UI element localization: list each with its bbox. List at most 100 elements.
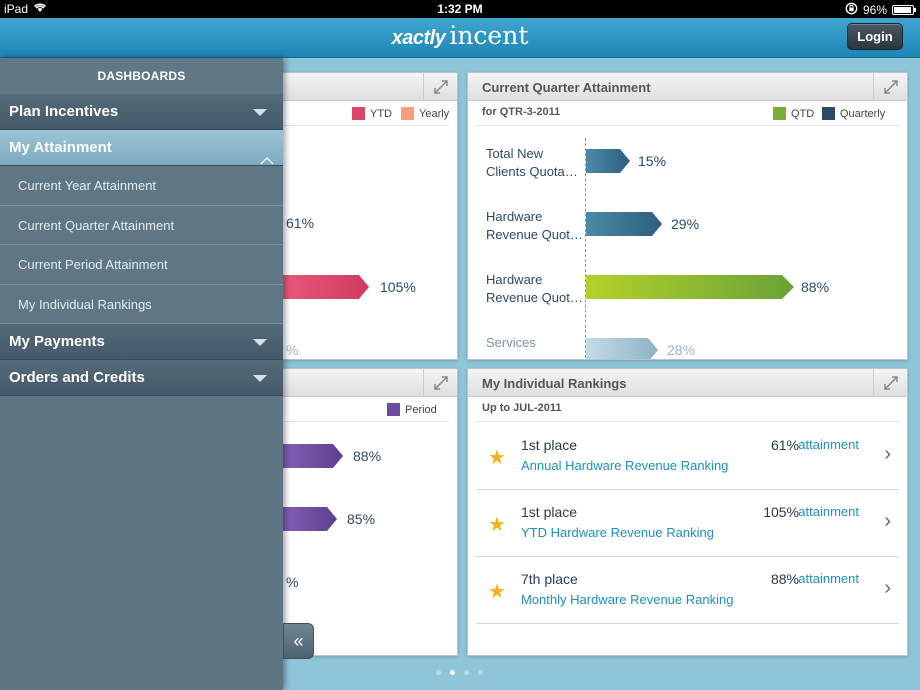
ranking-attainment-label: attainment xyxy=(798,504,859,519)
period-subtitle: Up to JUL-2011 xyxy=(482,402,562,414)
star-icon: ★ xyxy=(488,581,506,603)
period-bar xyxy=(281,444,343,468)
battery-icon xyxy=(892,5,916,15)
legend-label: YTD xyxy=(370,107,392,120)
login-button[interactable]: Login xyxy=(847,23,903,50)
bar-value: % xyxy=(286,342,299,358)
chevron-down-icon xyxy=(253,339,267,346)
app-header: xactly incent Login xyxy=(0,18,920,58)
page-dot[interactable] xyxy=(478,670,483,675)
ranking-row[interactable]: ★ 1st place YTD Hardware Revenue Ranking… xyxy=(476,490,899,557)
bar-label-line: Clients Quota… xyxy=(486,164,578,179)
ranking-name: Monthly Hardware Revenue Ranking xyxy=(521,592,734,607)
ranking-percent: 88% xyxy=(770,571,799,587)
bar-label: Hardware Revenue Quot… xyxy=(486,271,583,307)
expand-icon[interactable] xyxy=(423,73,457,101)
qtd-bar xyxy=(586,275,794,299)
page-dot[interactable] xyxy=(436,670,441,675)
sidebar-item-current-period-attainment[interactable]: Current Period Attainment xyxy=(0,245,283,285)
ranking-percent: 61% xyxy=(770,437,799,453)
legend-quarterly: Quarterly xyxy=(822,107,885,120)
bar-value: % xyxy=(286,574,299,590)
legend-ytd: YTD xyxy=(352,107,392,120)
legend-swatch xyxy=(822,107,835,120)
status-time: 1:32 PM xyxy=(437,2,483,16)
panel-header: My Individual Rankings xyxy=(468,369,907,397)
sidebar-title: DASHBOARDS xyxy=(0,58,283,94)
sidebar-item-current-quarter-attainment[interactable]: Current Quarter Attainment xyxy=(0,205,283,245)
expand-icon[interactable] xyxy=(873,73,907,101)
bar-label: Services xyxy=(486,334,536,352)
legend-label: Yearly xyxy=(419,107,450,120)
ranking-row[interactable]: ★ 7th place Monthly Hardware Revenue Ran… xyxy=(476,557,899,624)
chevron-down-icon xyxy=(253,375,267,382)
sidebar-item-my-individual-rankings[interactable]: My Individual Rankings xyxy=(0,284,283,324)
battery-percent: 96% xyxy=(862,3,887,17)
status-bar: iPad 1:32 PM 96% xyxy=(0,0,920,18)
page-indicator[interactable] xyxy=(436,670,483,675)
ranking-name: Annual Hardware Revenue Ranking xyxy=(521,458,729,473)
sidebar-section-label: Plan Incentives xyxy=(9,103,119,120)
bar-label-line: Total New xyxy=(486,146,544,161)
chevron-right-icon: › xyxy=(884,510,891,532)
sidebar-section-my-payments[interactable]: My Payments xyxy=(0,324,283,360)
quarter-attainment-panel: Current Quarter Attainment for QTR-3-201… xyxy=(467,72,908,360)
legend-period: Period xyxy=(387,403,437,416)
ranking-attainment-label: attainment xyxy=(798,437,859,452)
ranking-percent: 105% xyxy=(763,504,799,520)
ranking-attainment-label: attainment xyxy=(798,571,859,586)
bar-value: 15% xyxy=(638,153,667,169)
legend-swatch xyxy=(773,107,786,120)
ranking-place: 7th place xyxy=(521,571,578,587)
chevron-up-icon xyxy=(253,143,274,165)
individual-rankings-panel: My Individual Rankings Up to JUL-2011 ★ … xyxy=(467,368,908,656)
chevron-down-icon xyxy=(253,109,267,116)
legend-label: Period xyxy=(405,403,437,416)
sidebar-section-plan-incentives[interactable]: Plan Incentives xyxy=(0,94,283,130)
bar-label-line: Hardware xyxy=(486,209,543,224)
bar-value: 88% xyxy=(801,279,830,295)
subtitle-row: Up to JUL-2011 xyxy=(476,397,899,422)
bar-value: 61% xyxy=(286,215,315,231)
bar-value: 88% xyxy=(353,448,382,464)
wifi-icon xyxy=(33,2,47,16)
legend-row: for QTR-3-2011 QTD Quarterly xyxy=(476,101,899,126)
logo-brand: xactly xyxy=(391,27,446,49)
ranking-row[interactable]: ★ 1st place Annual Hardware Revenue Rank… xyxy=(476,423,899,490)
sidebar-section-my-attainment[interactable]: My Attainment xyxy=(0,130,283,166)
device-name: iPad xyxy=(4,2,29,16)
ytd-bar xyxy=(281,275,369,299)
bar-value: 29% xyxy=(671,216,700,232)
logo-product: incent xyxy=(449,21,529,50)
dashboards-sidebar: DASHBOARDS Plan Incentives My Attainment… xyxy=(0,58,283,690)
page-dot-active[interactable] xyxy=(450,670,455,675)
legend-swatch xyxy=(387,403,400,416)
page-dot[interactable] xyxy=(464,670,469,675)
legend-label: Quarterly xyxy=(840,107,886,120)
period-bar xyxy=(281,507,337,531)
bar-label-line: Revenue Quot… xyxy=(486,290,583,305)
bar-label-line: Revenue Quot… xyxy=(486,227,583,242)
panel-title: My Individual Rankings xyxy=(482,376,627,391)
legend-qtd: QTD xyxy=(773,107,814,120)
bar-label: Total New Clients Quota… xyxy=(486,145,578,181)
sidebar-section-orders-and-credits[interactable]: Orders and Credits xyxy=(0,360,283,396)
legend-label: QTD xyxy=(791,107,815,120)
expand-icon[interactable] xyxy=(873,369,907,397)
bar-label-line: Hardware xyxy=(486,272,543,287)
ranking-place: 1st place xyxy=(521,504,578,520)
qtd-bar xyxy=(586,212,662,236)
star-icon: ★ xyxy=(488,447,506,469)
sidebar-item-current-year-attainment[interactable]: Current Year Attainment xyxy=(0,166,283,206)
expand-icon[interactable] xyxy=(423,369,457,397)
legend-yearly: Yearly xyxy=(401,107,449,120)
ranking-name: YTD Hardware Revenue Ranking xyxy=(521,525,714,540)
collapse-sidebar-button[interactable]: « xyxy=(283,623,314,659)
bar-label: Hardware Revenue Quot… xyxy=(486,208,583,244)
sidebar-section-label: My Attainment xyxy=(9,139,112,156)
star-icon: ★ xyxy=(488,514,506,536)
qtd-bar xyxy=(586,338,658,359)
rotation-lock-icon xyxy=(845,2,858,18)
sidebar-section-label: My Payments xyxy=(9,333,105,350)
panel-title: Current Quarter Attainment xyxy=(482,80,651,95)
